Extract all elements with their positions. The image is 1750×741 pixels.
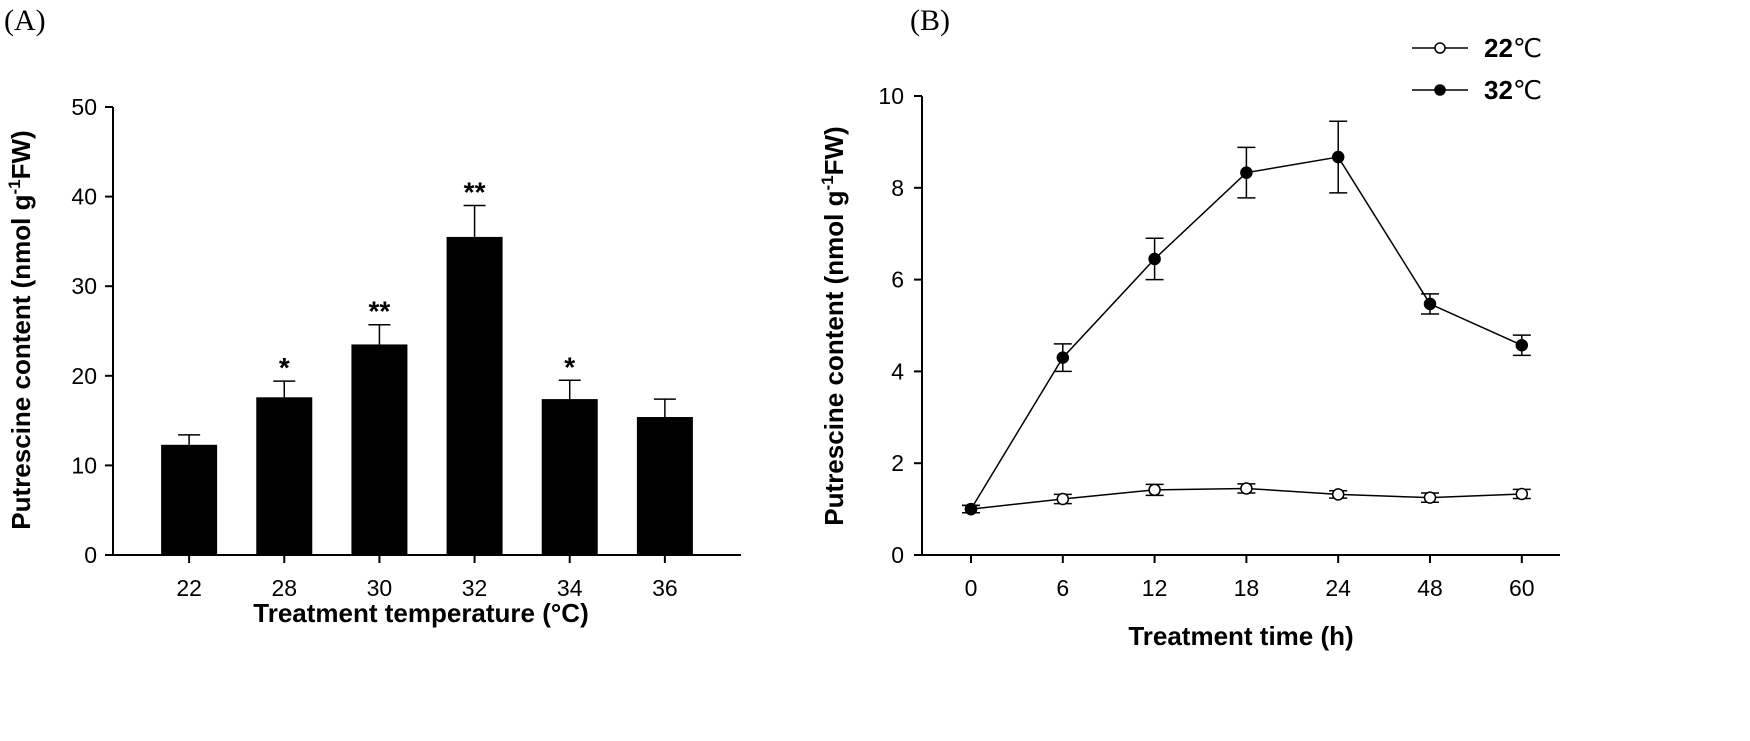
significance-28: * [279,352,290,383]
bar-34 [541,399,598,555]
panel-b-y-tick-label: 10 [878,83,904,109]
significance-32: ** [464,177,486,208]
series-22-point-18 [1240,482,1253,495]
panel-b-x-tick-label-60: 60 [1509,575,1535,601]
panel-b-x-tick-label-48: 48 [1417,575,1443,601]
legend-marker-32 [1434,84,1446,96]
legend-entry-22: 22℃ [1412,33,1542,63]
panel-a-y-tick-label: 10 [71,452,97,478]
series-22 [962,482,1531,516]
bar-22 [161,444,218,555]
legend-entry-32: 32℃ [1412,75,1542,105]
panel-a-x-tick-label-30: 30 [367,575,393,601]
series-32-point-48 [1423,297,1437,311]
panel-b-y-tick-label: 6 [891,267,904,293]
panel-b-x-ticks: 0 6 12 18 24 48 60 [965,555,1535,601]
series-22-point-12 [1148,483,1161,497]
series-22-point-6 [1056,492,1070,506]
panel-b-x-tick-label-0: 0 [965,575,978,601]
bar-30 [351,344,408,555]
panel-a-y-axis-title-sup: -1 [5,179,24,194]
panel-a-x-tick-label-28: 28 [271,575,297,601]
panel-b-label: (B) [910,4,950,37]
series-22-point-48 [1423,491,1437,504]
panel-b-x-axis-title: Treatment time (h) [1128,621,1353,651]
panel-b-y-tick-label: 8 [891,175,904,201]
panel-a-bars: ****** [161,177,693,556]
panel-a-y-axis-title-tail: FW) [6,130,36,179]
panel-b-x-tick-label-12: 12 [1142,575,1168,601]
legend-marker-22 [1434,42,1446,54]
series-32-point-60 [1515,338,1529,352]
panel-a-x-axis-title: Treatment temperature (°C) [253,598,588,628]
panel-a-label: (A) [4,4,46,37]
panel-a-x-tick-label-36: 36 [652,575,678,601]
series-32-line [970,156,1523,510]
panel-a-x-ticks: 22 28 30 32 34 36 [176,555,678,601]
panel-b-y-axis-title-sup: -1 [818,175,837,190]
series-32-point-12 [1148,252,1161,266]
legend-label-32: 32℃ [1484,75,1542,105]
panel-b-x-tick-label-24: 24 [1325,575,1351,601]
series-32-point-18 [1240,166,1253,179]
legend-label-32-unit: ℃ [1513,75,1542,105]
panel-b-y-tick-label: 0 [891,542,904,568]
panel-a-y-tick-label: 20 [71,363,97,389]
panel-a-x-tick-label-22: 22 [176,575,202,601]
panel-a-y-tick-label: 40 [71,184,97,210]
panel-b-x-tick-label-6: 6 [1056,575,1069,601]
series-32-point-6 [1056,351,1070,364]
panel-a-y-ticks: 0 10 20 30 40 50 [71,94,113,568]
significance-34: * [564,351,575,382]
panel-b-y-ticks: 0 2 4 6 8 10 [878,83,922,568]
bar-36 [636,417,693,555]
series-32-point-0 [964,502,978,516]
panel-a-y-tick-label: 50 [71,94,97,120]
panel-b-y-tick-label: 4 [891,358,904,384]
panel-b-y-axis-title-tail: FW) [819,126,849,175]
panel-a-y-tick-label: 0 [84,542,97,568]
legend-label-22-unit: ℃ [1513,33,1542,63]
panel-a-y-tick-label: 30 [71,273,97,299]
bar-28 [256,397,313,555]
legend-label-22: 22℃ [1484,33,1542,63]
panel-b-y-tick-label: 2 [891,450,904,476]
panel-a-x-tick-label-32: 32 [462,575,488,601]
series-22-point-24 [1331,488,1345,501]
panel-a-x-tick-label-34: 34 [557,575,583,601]
series-32 [962,120,1531,516]
panel-b-legend: 22℃ 32℃ [1412,33,1542,105]
panel-b-y-axis-title: Putrescine content (nmol g-1FW) [818,126,849,525]
panel-a-y-axis-title: Putrescine content (nmol g-1FW) [5,130,36,529]
legend-label-22-value: 22 [1484,33,1513,63]
significance-30: ** [369,296,391,327]
panel-a-y-axis-title-main: Putrescine content (nmol g [6,195,36,530]
bar-32 [446,236,503,556]
series-32-point-24 [1331,150,1345,164]
panel-b-y-axis-title-main: Putrescine content (nmol g [819,191,849,526]
panel-b-series [962,120,1531,516]
panel-b-x-tick-label-18: 18 [1234,575,1260,601]
series-22-point-60 [1515,487,1529,501]
legend-label-32-value: 32 [1484,75,1513,105]
